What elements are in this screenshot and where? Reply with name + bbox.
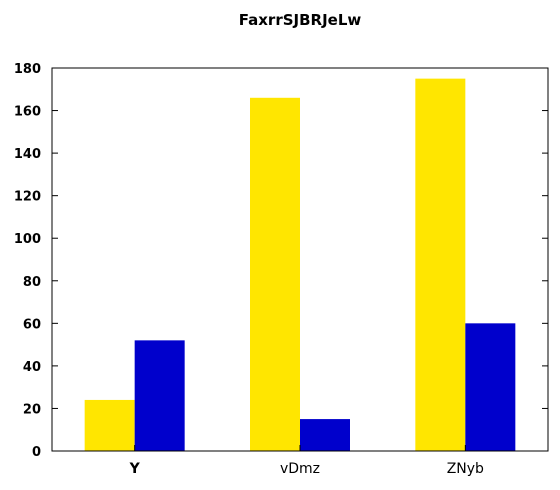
y-tick-label: 20 — [23, 402, 41, 417]
y-tick-label: 120 — [14, 190, 41, 205]
y-tick-label: 180 — [14, 62, 41, 77]
y-tick-label: 160 — [14, 105, 41, 120]
bar-ZNyb-series-2 — [465, 323, 516, 451]
x-tick-label: ZNyb — [447, 461, 484, 477]
y-tick-label: 0 — [32, 445, 41, 460]
bar-Y-series-1 — [84, 399, 135, 451]
bars-group — [84, 78, 516, 452]
y-tick-label: 40 — [23, 360, 41, 375]
bar-Y-series-2 — [134, 340, 185, 451]
chart-title: FaxrrSJBRJeLw — [239, 11, 362, 29]
y-axis: 0 20 40 60 80 100 120 140 160 180 — [14, 62, 548, 460]
y-tick-label: 60 — [23, 317, 41, 332]
x-tick-label: vDmz — [280, 461, 320, 477]
bar-vDmz-series-1 — [250, 97, 300, 452]
y-tick-label: 100 — [14, 232, 41, 247]
x-tick-label: Y — [129, 461, 141, 477]
y-tick-label: 80 — [23, 275, 41, 290]
bar-vDmz-series-2 — [300, 419, 350, 451]
y-tick-label: 140 — [14, 147, 41, 162]
bar-ZNyb-series-1 — [415, 78, 466, 451]
